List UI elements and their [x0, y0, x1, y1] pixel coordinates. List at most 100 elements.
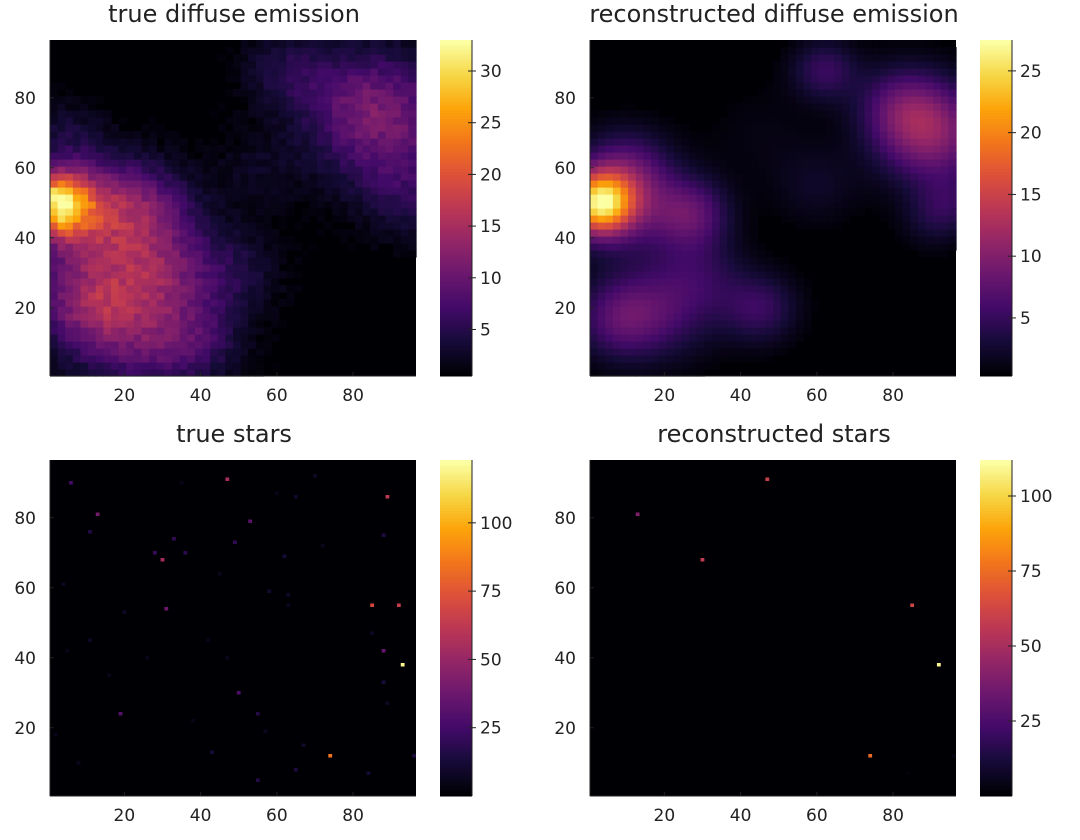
- heat-cell: [872, 96, 881, 104]
- heat-cell: [681, 208, 690, 216]
- star-pixel: [145, 656, 150, 660]
- heat-cell: [156, 229, 165, 237]
- heat-cell: [925, 215, 934, 223]
- colorbar-segment: [440, 213, 472, 217]
- heat-cell: [666, 201, 675, 209]
- colorbar-segment: [980, 152, 1012, 156]
- heat-cell: [393, 201, 402, 209]
- heat-cell: [841, 131, 850, 139]
- heatmap-background: [590, 460, 956, 796]
- heat-cell: [324, 194, 333, 202]
- heat-cell: [704, 313, 713, 321]
- heat-cell: [50, 327, 59, 335]
- heat-cell: [294, 124, 303, 132]
- heat-cell: [393, 166, 402, 174]
- heat-cell: [141, 355, 150, 363]
- heat-cell: [658, 117, 667, 125]
- colorbar-segment: [440, 577, 472, 581]
- heat-cell: [620, 180, 629, 188]
- heat-cell: [339, 180, 348, 188]
- heat-cell: [225, 243, 234, 251]
- heat-cell: [590, 362, 599, 370]
- heat-cell: [248, 187, 257, 195]
- heat-cell: [826, 117, 835, 125]
- heat-cell: [750, 334, 759, 342]
- heat-cell: [666, 159, 675, 167]
- heat-cell: [57, 355, 66, 363]
- heat-cell: [826, 166, 835, 174]
- heat-cell: [696, 187, 705, 195]
- heat-cell: [355, 68, 364, 76]
- colorbar-tick-label: 25: [1020, 62, 1042, 82]
- heat-cell: [803, 194, 812, 202]
- heat-cell: [856, 89, 866, 97]
- colorbar-segment: [440, 210, 472, 215]
- heat-cell: [834, 89, 843, 97]
- heat-cell: [612, 285, 622, 293]
- heat-cell: [278, 117, 287, 125]
- colorbar-segment: [980, 793, 1012, 797]
- heat-cell: [118, 222, 127, 230]
- heat-cell: [95, 145, 104, 153]
- heat-cell: [864, 187, 873, 195]
- heat-cell: [179, 348, 188, 356]
- heat-cell: [88, 243, 97, 251]
- heat-cell: [255, 222, 265, 230]
- colorbar-segment: [440, 479, 472, 483]
- heat-cell: [902, 215, 911, 223]
- heat-cell: [620, 194, 629, 202]
- colorbar-segment: [440, 163, 472, 167]
- heat-cell: [856, 152, 866, 160]
- heat-cell: [765, 271, 774, 279]
- heat-cell: [933, 152, 942, 160]
- heat-cell: [734, 173, 744, 181]
- heat-cell: [681, 320, 690, 328]
- heat-cell: [765, 348, 774, 356]
- heat-cell: [628, 166, 637, 174]
- heat-cell: [240, 236, 249, 244]
- heat-cell: [133, 250, 143, 258]
- heat-cell: [750, 117, 759, 125]
- heat-cell: [217, 243, 226, 251]
- heat-cell: [156, 243, 165, 251]
- heat-cell: [612, 236, 622, 244]
- heat-cell: [80, 152, 89, 160]
- heat-cell: [347, 166, 356, 174]
- heat-cell: [902, 166, 911, 174]
- heat-cell: [217, 299, 226, 307]
- heat-cell: [689, 173, 698, 181]
- heat-cell: [712, 215, 721, 223]
- heat-cell: [179, 271, 188, 279]
- heat-cell: [225, 47, 234, 55]
- heat-cell: [605, 124, 614, 132]
- heat-cell: [50, 117, 59, 125]
- heat-cell: [704, 145, 713, 153]
- colorbar-segment: [980, 611, 1012, 615]
- heat-cell: [742, 320, 751, 328]
- heat-cell: [347, 145, 356, 153]
- heat-cell: [612, 278, 622, 286]
- heat-cell: [590, 369, 599, 377]
- heat-cell: [712, 236, 721, 244]
- heat-cell: [933, 40, 942, 48]
- colorbar-segment: [980, 336, 1012, 341]
- heat-cell: [750, 138, 759, 146]
- heat-cell: [681, 348, 690, 356]
- heat-cell: [385, 131, 394, 139]
- heat-cell: [332, 47, 341, 55]
- heat-cell: [324, 54, 333, 62]
- heat-cell: [925, 82, 934, 90]
- heat-cell: [400, 243, 409, 251]
- heat-cell: [103, 369, 112, 377]
- heat-cell: [156, 369, 165, 377]
- heat-cell: [651, 124, 660, 132]
- heat-cell: [393, 173, 402, 181]
- heat-cell: [948, 131, 957, 139]
- heat-cell: [887, 54, 896, 62]
- heat-cell: [118, 257, 127, 265]
- heat-cell: [72, 313, 82, 321]
- heat-cell: [773, 285, 782, 293]
- heat-cell: [111, 299, 120, 307]
- heat-cell: [240, 166, 249, 174]
